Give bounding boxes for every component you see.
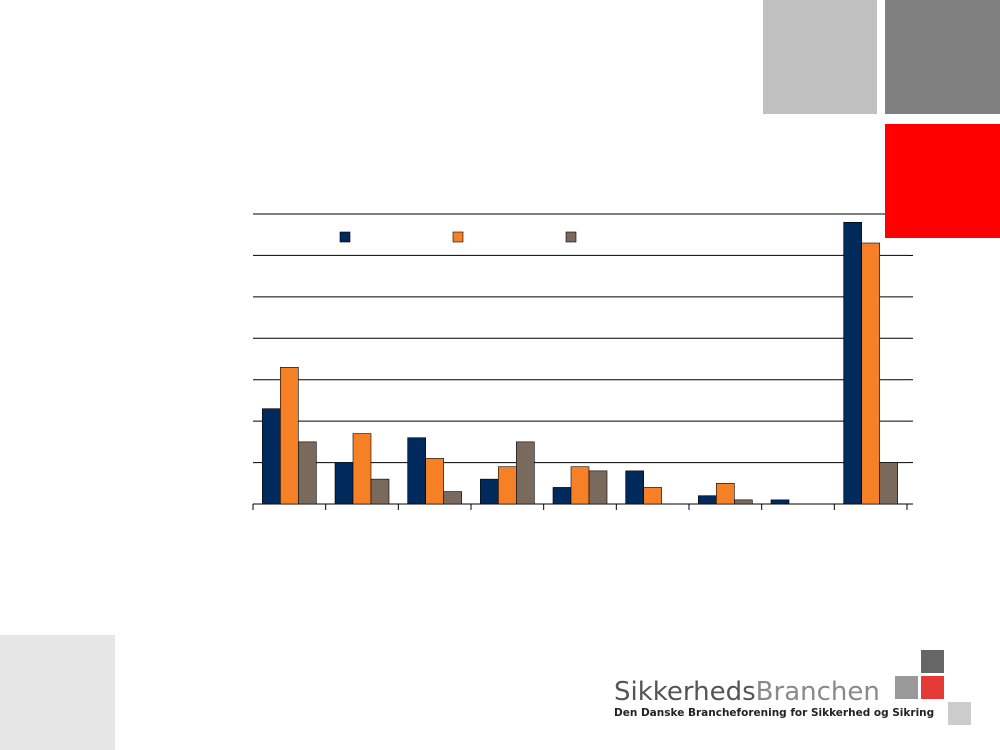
deco-square (763, 0, 877, 114)
bar (716, 482, 735, 505)
logo-square (921, 676, 944, 699)
bar (407, 437, 426, 505)
bar (498, 466, 517, 505)
bar (334, 462, 354, 505)
logo-square (921, 650, 944, 673)
bar (843, 221, 862, 505)
bar (625, 470, 644, 505)
legend-swatch (452, 231, 464, 243)
bar (552, 487, 572, 505)
bar (425, 458, 444, 505)
bar (370, 478, 390, 505)
bar (734, 499, 753, 505)
logo-square (895, 676, 918, 699)
bar (861, 242, 880, 505)
deco-square (0, 635, 115, 750)
legend-swatch (339, 231, 351, 243)
bar (262, 408, 281, 505)
logo-tagline: Den Danske Brancheforening for Sikkerhed… (614, 707, 934, 719)
logo: SikkerhedsBranchen Den Danske Branchefor… (614, 650, 971, 725)
logo-square (948, 702, 971, 725)
legend-swatch (565, 231, 577, 243)
bar (352, 433, 372, 505)
logo-part: Sikkerheds (614, 677, 756, 707)
bar (516, 441, 535, 505)
bar (643, 487, 662, 505)
bar (280, 366, 299, 505)
bar (570, 466, 590, 505)
bar (588, 470, 608, 505)
bar (879, 462, 898, 505)
chart (252, 213, 913, 510)
bar (443, 491, 462, 505)
logo-part: Branchen (756, 677, 880, 707)
bar (480, 478, 499, 505)
deco-square (885, 0, 1000, 114)
bar (698, 495, 717, 505)
logo-text: SikkerhedsBranchen (614, 677, 880, 707)
deco-square (885, 124, 1000, 238)
bar (770, 499, 790, 505)
bar (298, 441, 317, 505)
